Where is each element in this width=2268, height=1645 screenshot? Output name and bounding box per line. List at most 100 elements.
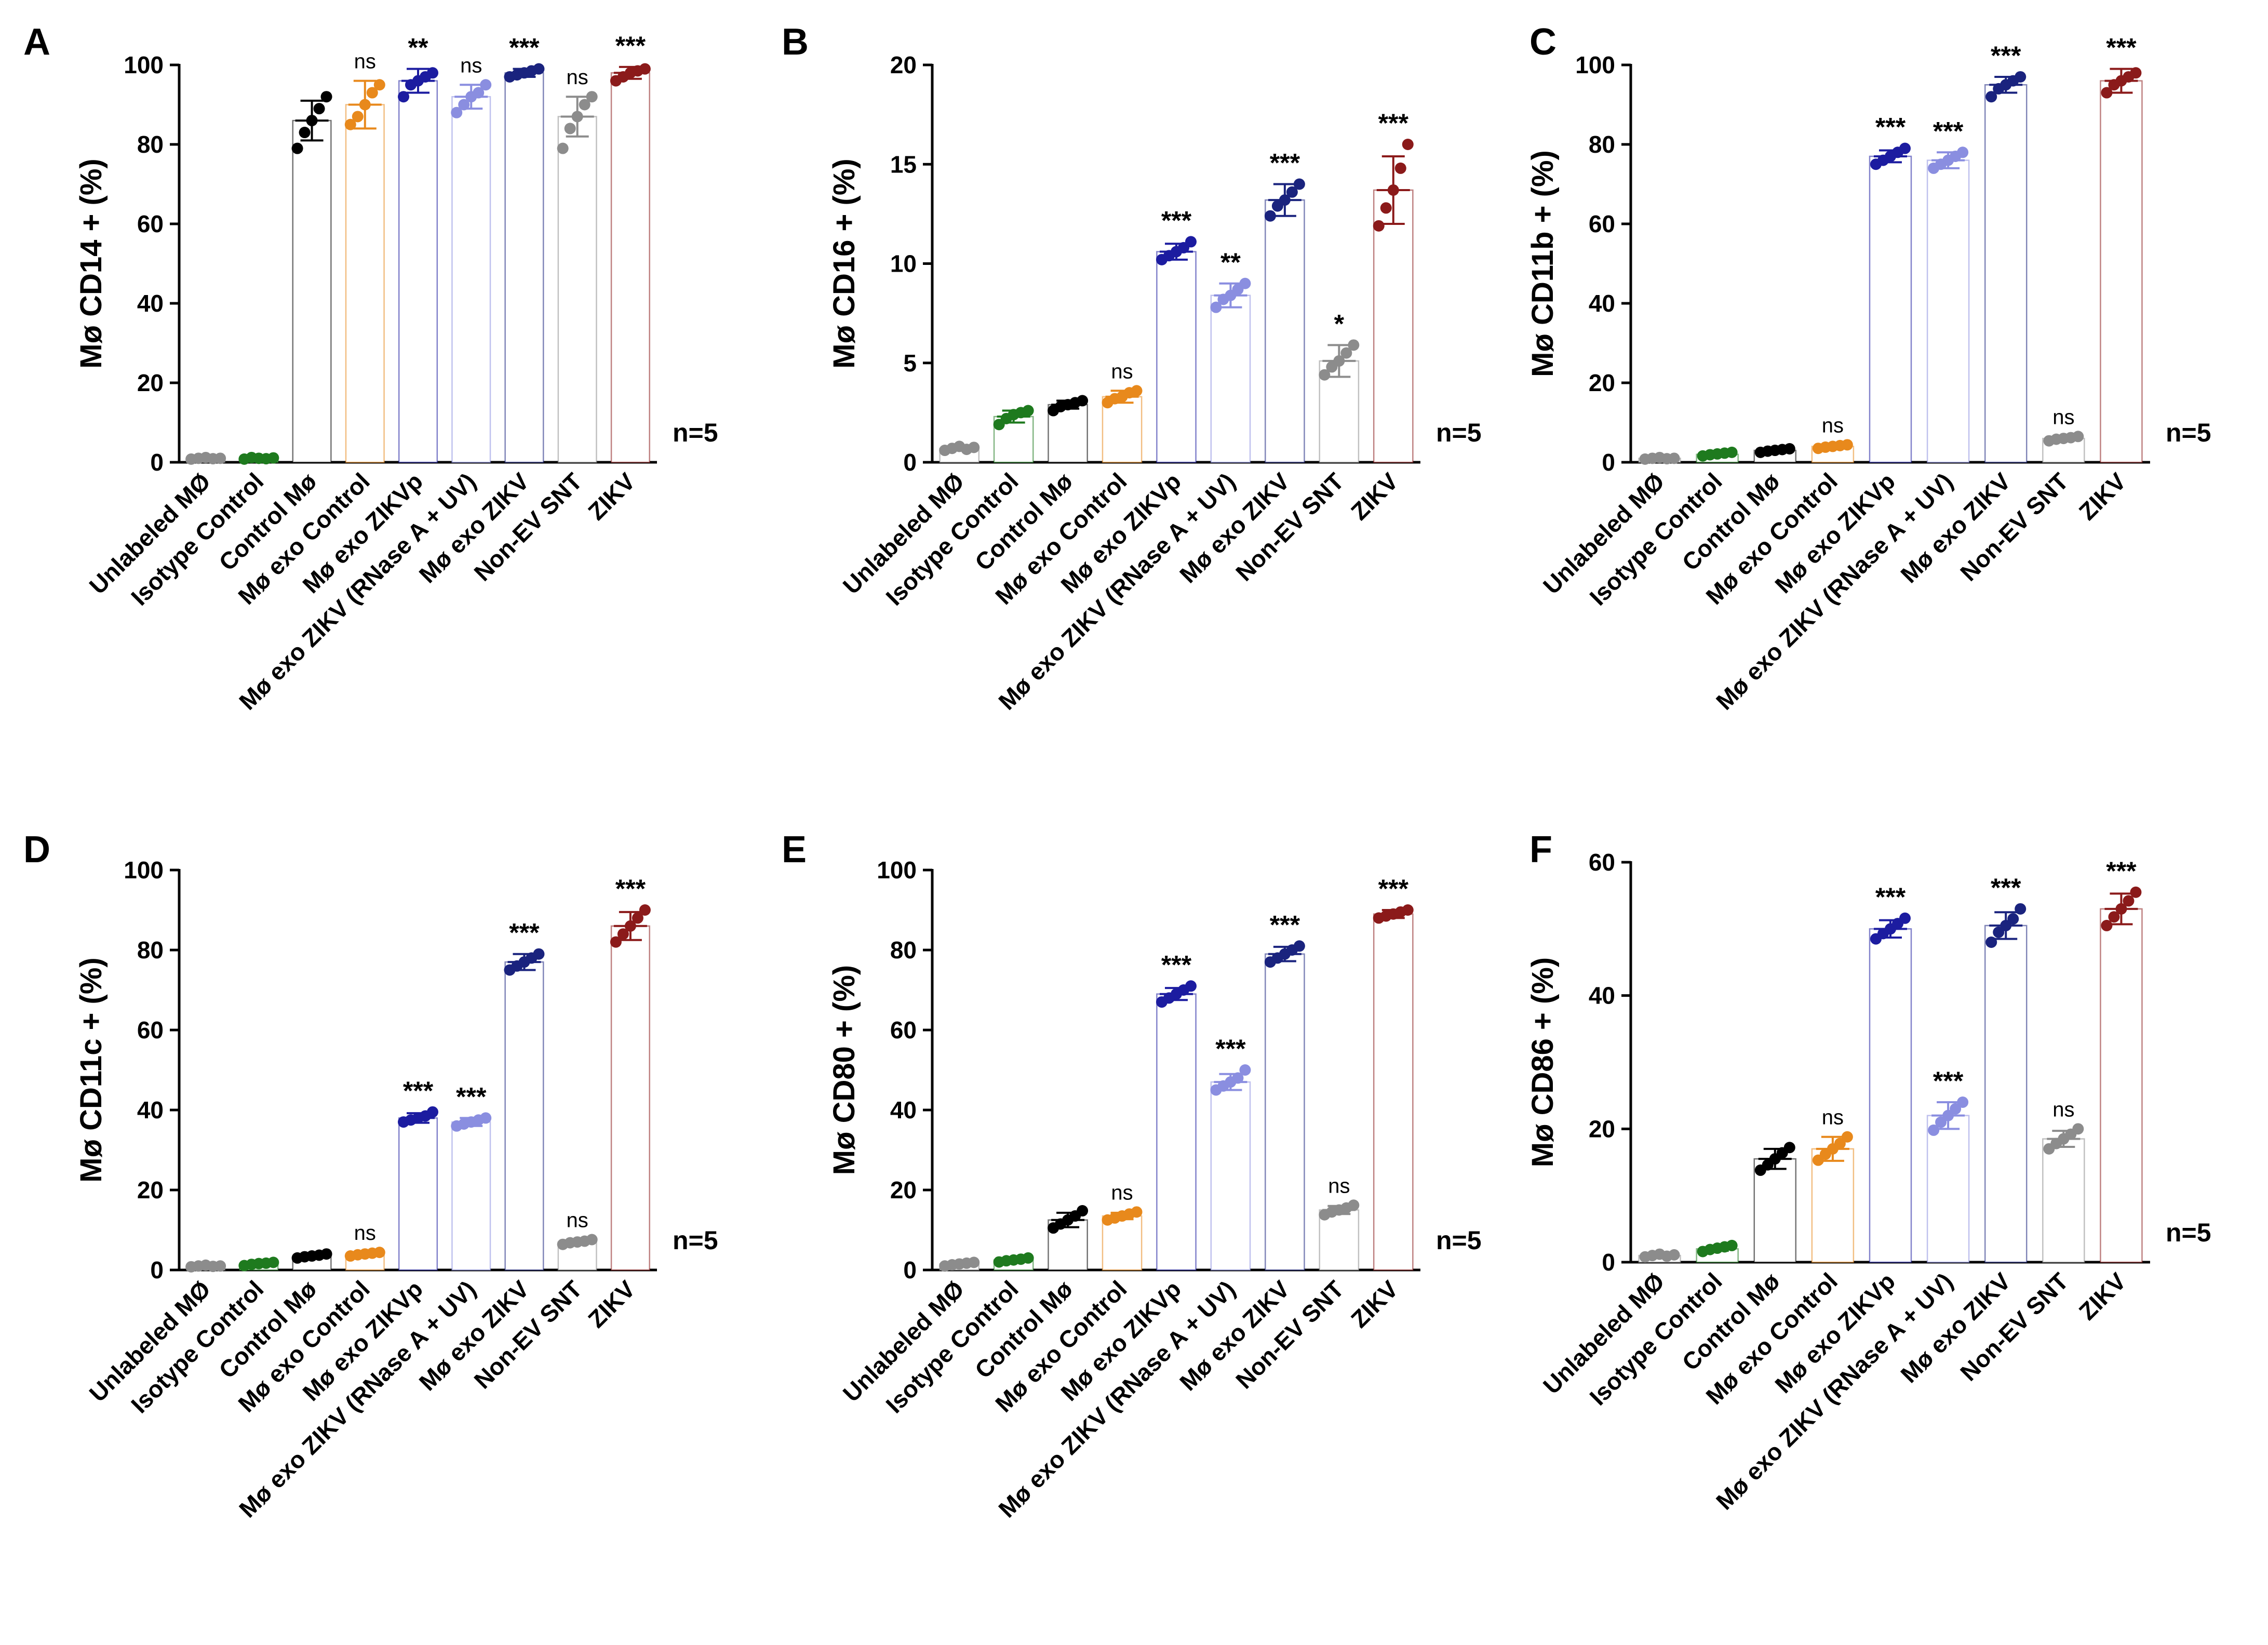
- data-point: [2130, 886, 2142, 898]
- data-point: [267, 452, 279, 464]
- data-point: [1264, 210, 1276, 222]
- data-point: [398, 91, 409, 103]
- y-tick-label: 40: [1589, 290, 1615, 317]
- data-point: [1928, 1124, 1940, 1136]
- significance-label: ***: [456, 1082, 487, 1111]
- bar-mo-exo-zikvp: [1156, 993, 1197, 1271]
- bar-control-mo: [1048, 1219, 1088, 1271]
- data-point: [1402, 139, 1414, 150]
- y-axis-title: Mø CD86 + (%): [1526, 957, 1560, 1167]
- data-point: [1387, 184, 1399, 196]
- bar-mo-exo-zikv: [504, 961, 544, 1271]
- y-tick-label: 20: [1589, 1115, 1615, 1142]
- n-label: n=5: [2166, 418, 2211, 447]
- data-point: [1899, 912, 1911, 924]
- y-tick-label: 10: [890, 250, 917, 277]
- significance-label: ***: [1991, 873, 2021, 902]
- n-label: n=5: [1436, 1226, 1482, 1255]
- y-tick-label: 60: [890, 1017, 917, 1044]
- bar-mo-exo-zikv: [504, 72, 544, 463]
- significance-label: ns: [1111, 360, 1133, 383]
- data-point: [458, 99, 470, 111]
- x-tick-label: ZIKV: [2074, 467, 2131, 525]
- bar-mo-exo-zikv: [1984, 84, 2028, 463]
- significance-label: ns: [2052, 1098, 2074, 1121]
- bar-mo-exo-zikvp: [398, 1117, 438, 1271]
- y-tick-label: 100: [1575, 51, 1615, 78]
- data-point: [1985, 937, 1997, 948]
- data-point: [2007, 913, 2019, 925]
- y-tick-label: 40: [1589, 982, 1615, 1009]
- significance-label: ***: [1991, 41, 2021, 70]
- data-point: [1293, 178, 1305, 190]
- bar-mo-exo-zikvp: [398, 80, 438, 463]
- data-point: [1077, 395, 1089, 407]
- panel-letter: C: [1529, 21, 1556, 63]
- bar-mo-exo-zikv-rnase-a-uv: [451, 96, 491, 463]
- data-point: [617, 928, 629, 940]
- significance-label: ***: [1875, 113, 1906, 142]
- data-point: [1402, 904, 1414, 916]
- y-tick-label: 80: [1589, 131, 1615, 158]
- y-tick-label: 40: [890, 1096, 917, 1124]
- bar-non-ev-snt: [2042, 1138, 2085, 1263]
- data-point: [1834, 1138, 1846, 1149]
- x-tick-label: ZIKV: [1346, 467, 1403, 525]
- data-point: [299, 127, 311, 139]
- data-point: [1950, 1103, 1962, 1115]
- data-point: [1022, 1252, 1034, 1264]
- bar-mo-exo-zikv: [1265, 199, 1305, 463]
- significance-label: ***: [1270, 910, 1300, 939]
- significance-label: ns: [1111, 1181, 1133, 1204]
- bar-zikv: [1373, 189, 1414, 463]
- data-point: [1993, 926, 2005, 938]
- significance-label: **: [1220, 248, 1241, 277]
- data-point: [1394, 162, 1406, 174]
- data-point: [639, 904, 651, 916]
- y-axis-title: Mø CD16 + (%): [827, 158, 861, 368]
- significance-label: ns: [567, 1209, 588, 1232]
- data-point: [344, 118, 356, 130]
- bar-mo-exo-zikvp: [1869, 155, 1912, 463]
- data-point: [1348, 1199, 1360, 1211]
- x-tick-label: ZIKV: [1346, 1275, 1403, 1333]
- significance-label: ***: [1161, 950, 1192, 979]
- significance-label: ***: [1270, 149, 1300, 178]
- significance-label: ns: [1328, 1174, 1350, 1197]
- data-point: [366, 87, 378, 99]
- significance-label: ***: [2106, 33, 2137, 62]
- x-tick-label: ZIKV: [583, 1275, 640, 1333]
- y-axis-title: Mø CD11b + (%): [1526, 150, 1560, 377]
- bar-mo-exo-control: [345, 104, 385, 463]
- data-point: [1022, 405, 1034, 417]
- y-tick-label: 0: [903, 449, 917, 476]
- data-point: [352, 111, 364, 123]
- bar-control-mo: [292, 119, 332, 463]
- data-point: [1333, 355, 1345, 367]
- data-point: [473, 87, 485, 99]
- data-point: [2015, 903, 2027, 915]
- data-point: [451, 106, 463, 118]
- y-axis-title: Mø CD14 + (%): [74, 158, 108, 368]
- data-point: [2101, 87, 2113, 99]
- data-point: [373, 79, 385, 91]
- bar-mo-exo-zikv-rnase-a-uv: [451, 1121, 491, 1271]
- panel-letter: E: [782, 829, 807, 871]
- bar-control-mo: [1753, 1158, 1797, 1263]
- bar-mo-exo-zikv-rnase-a-uv: [1210, 295, 1251, 463]
- data-point: [480, 79, 492, 91]
- significance-label: ns: [1822, 414, 1844, 437]
- bar-zikv: [610, 925, 650, 1271]
- data-point: [2072, 431, 2084, 443]
- data-point: [313, 103, 325, 115]
- data-point: [306, 115, 318, 127]
- significance-label: ***: [1378, 874, 1409, 903]
- data-point: [1726, 446, 1738, 458]
- data-point: [2123, 895, 2135, 907]
- data-point: [359, 99, 371, 111]
- data-point: [1348, 339, 1360, 351]
- data-point: [571, 111, 583, 123]
- significance-label: ***: [509, 918, 540, 947]
